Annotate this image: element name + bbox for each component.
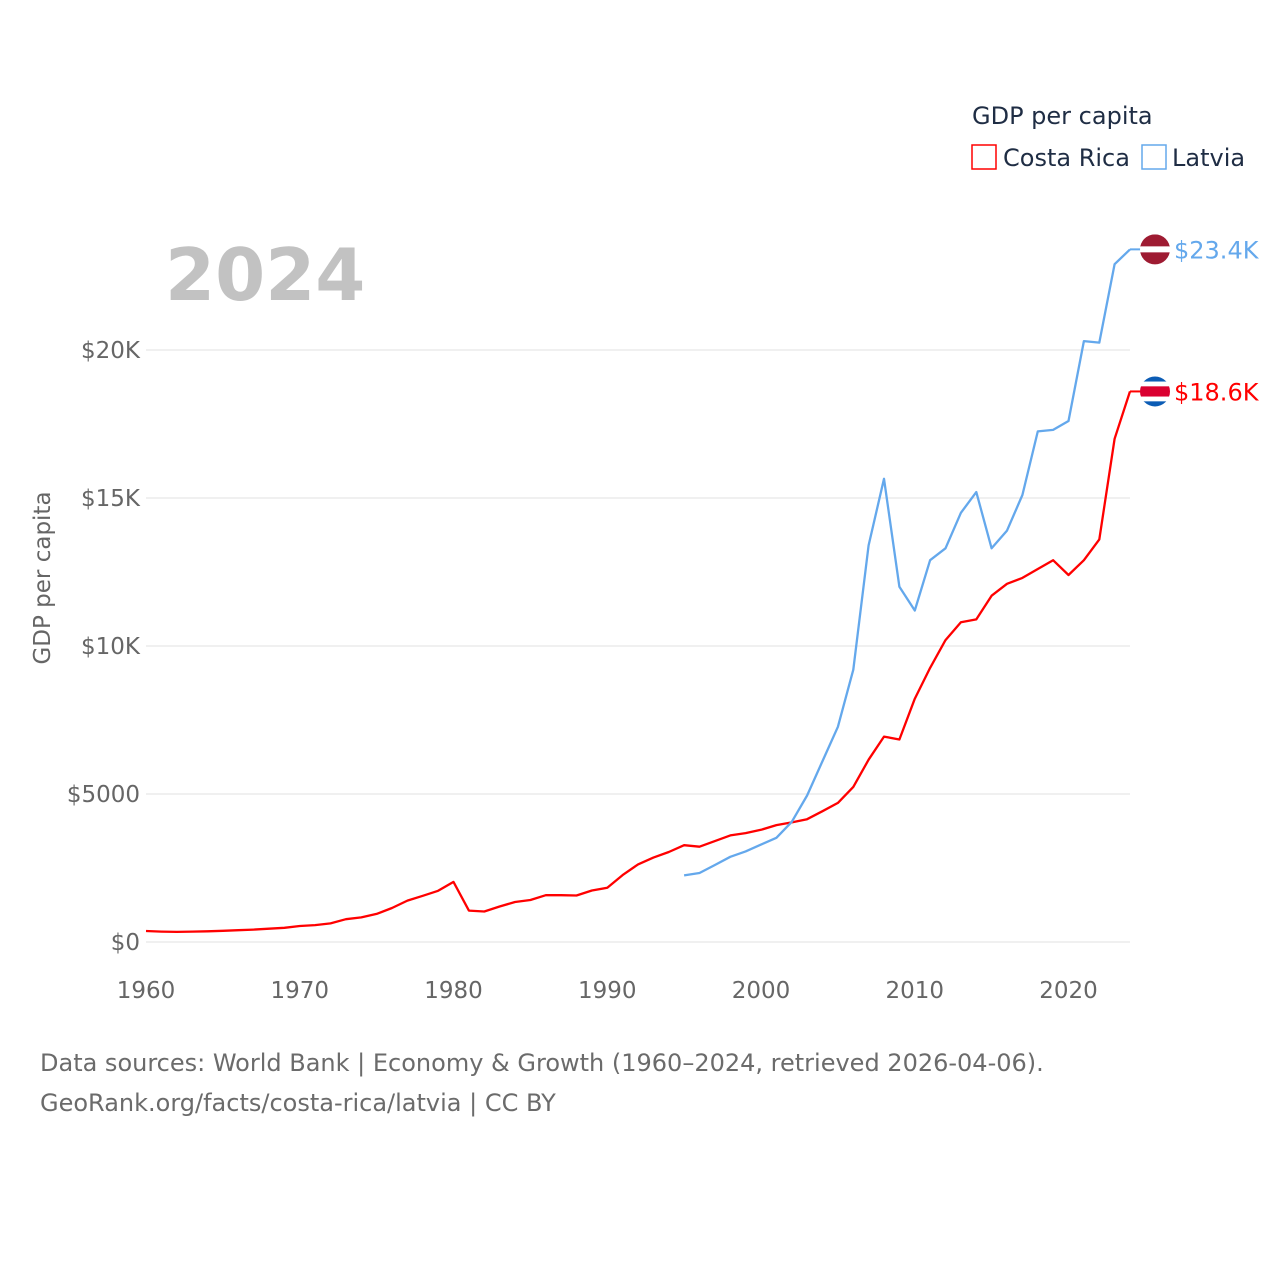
y-tick-label: $5000 bbox=[67, 782, 140, 808]
legend-label-latvia: Latvia bbox=[1172, 144, 1245, 172]
x-tick-label: 1960 bbox=[117, 978, 176, 1004]
end-value-label: $18.6K bbox=[1174, 378, 1260, 406]
x-tick-label: 2020 bbox=[1039, 978, 1098, 1004]
y-tick-label: $20K bbox=[81, 338, 141, 364]
x-tick-label: 2010 bbox=[885, 978, 944, 1004]
legend-label-costa-rica: Costa Rica bbox=[1003, 144, 1130, 172]
x-tick-label: 1970 bbox=[270, 978, 329, 1004]
legend-item-costa-rica[interactable]: Costa Rica bbox=[971, 144, 1130, 172]
legend-swatch-latvia bbox=[1141, 144, 1167, 170]
x-tick-label: 1980 bbox=[424, 978, 483, 1004]
costa-rica-flag-icon bbox=[1140, 376, 1170, 407]
source-line: Data sources: World Bank | Economy & Gro… bbox=[40, 1049, 1044, 1077]
series-line-costa-rica bbox=[145, 391, 1132, 934]
y-tick-label: $0 bbox=[111, 930, 140, 956]
year-watermark: 2024 bbox=[165, 233, 365, 317]
end-value-label: $23.4K bbox=[1174, 236, 1260, 264]
data-source-footer: Data sources: World Bank | Economy & Gro… bbox=[40, 1043, 1044, 1123]
legend-title: GDP per capita bbox=[972, 102, 1153, 130]
y-axis-label: GDP per capita bbox=[30, 491, 56, 664]
latvia-flag-icon bbox=[1140, 234, 1170, 265]
attribution-line[interactable]: GeoRank.org/facts/costa-rica/latvia | CC… bbox=[40, 1089, 556, 1117]
x-tick-label: 1990 bbox=[578, 978, 637, 1004]
y-tick-label: $15K bbox=[81, 486, 141, 512]
legend-swatch-costa-rica bbox=[971, 144, 997, 170]
legend-item-latvia[interactable]: Latvia bbox=[1141, 144, 1245, 172]
x-tick-label: 2000 bbox=[732, 978, 791, 1004]
y-tick-label: $10K bbox=[81, 634, 141, 660]
series-line-latvia bbox=[683, 248, 1131, 877]
